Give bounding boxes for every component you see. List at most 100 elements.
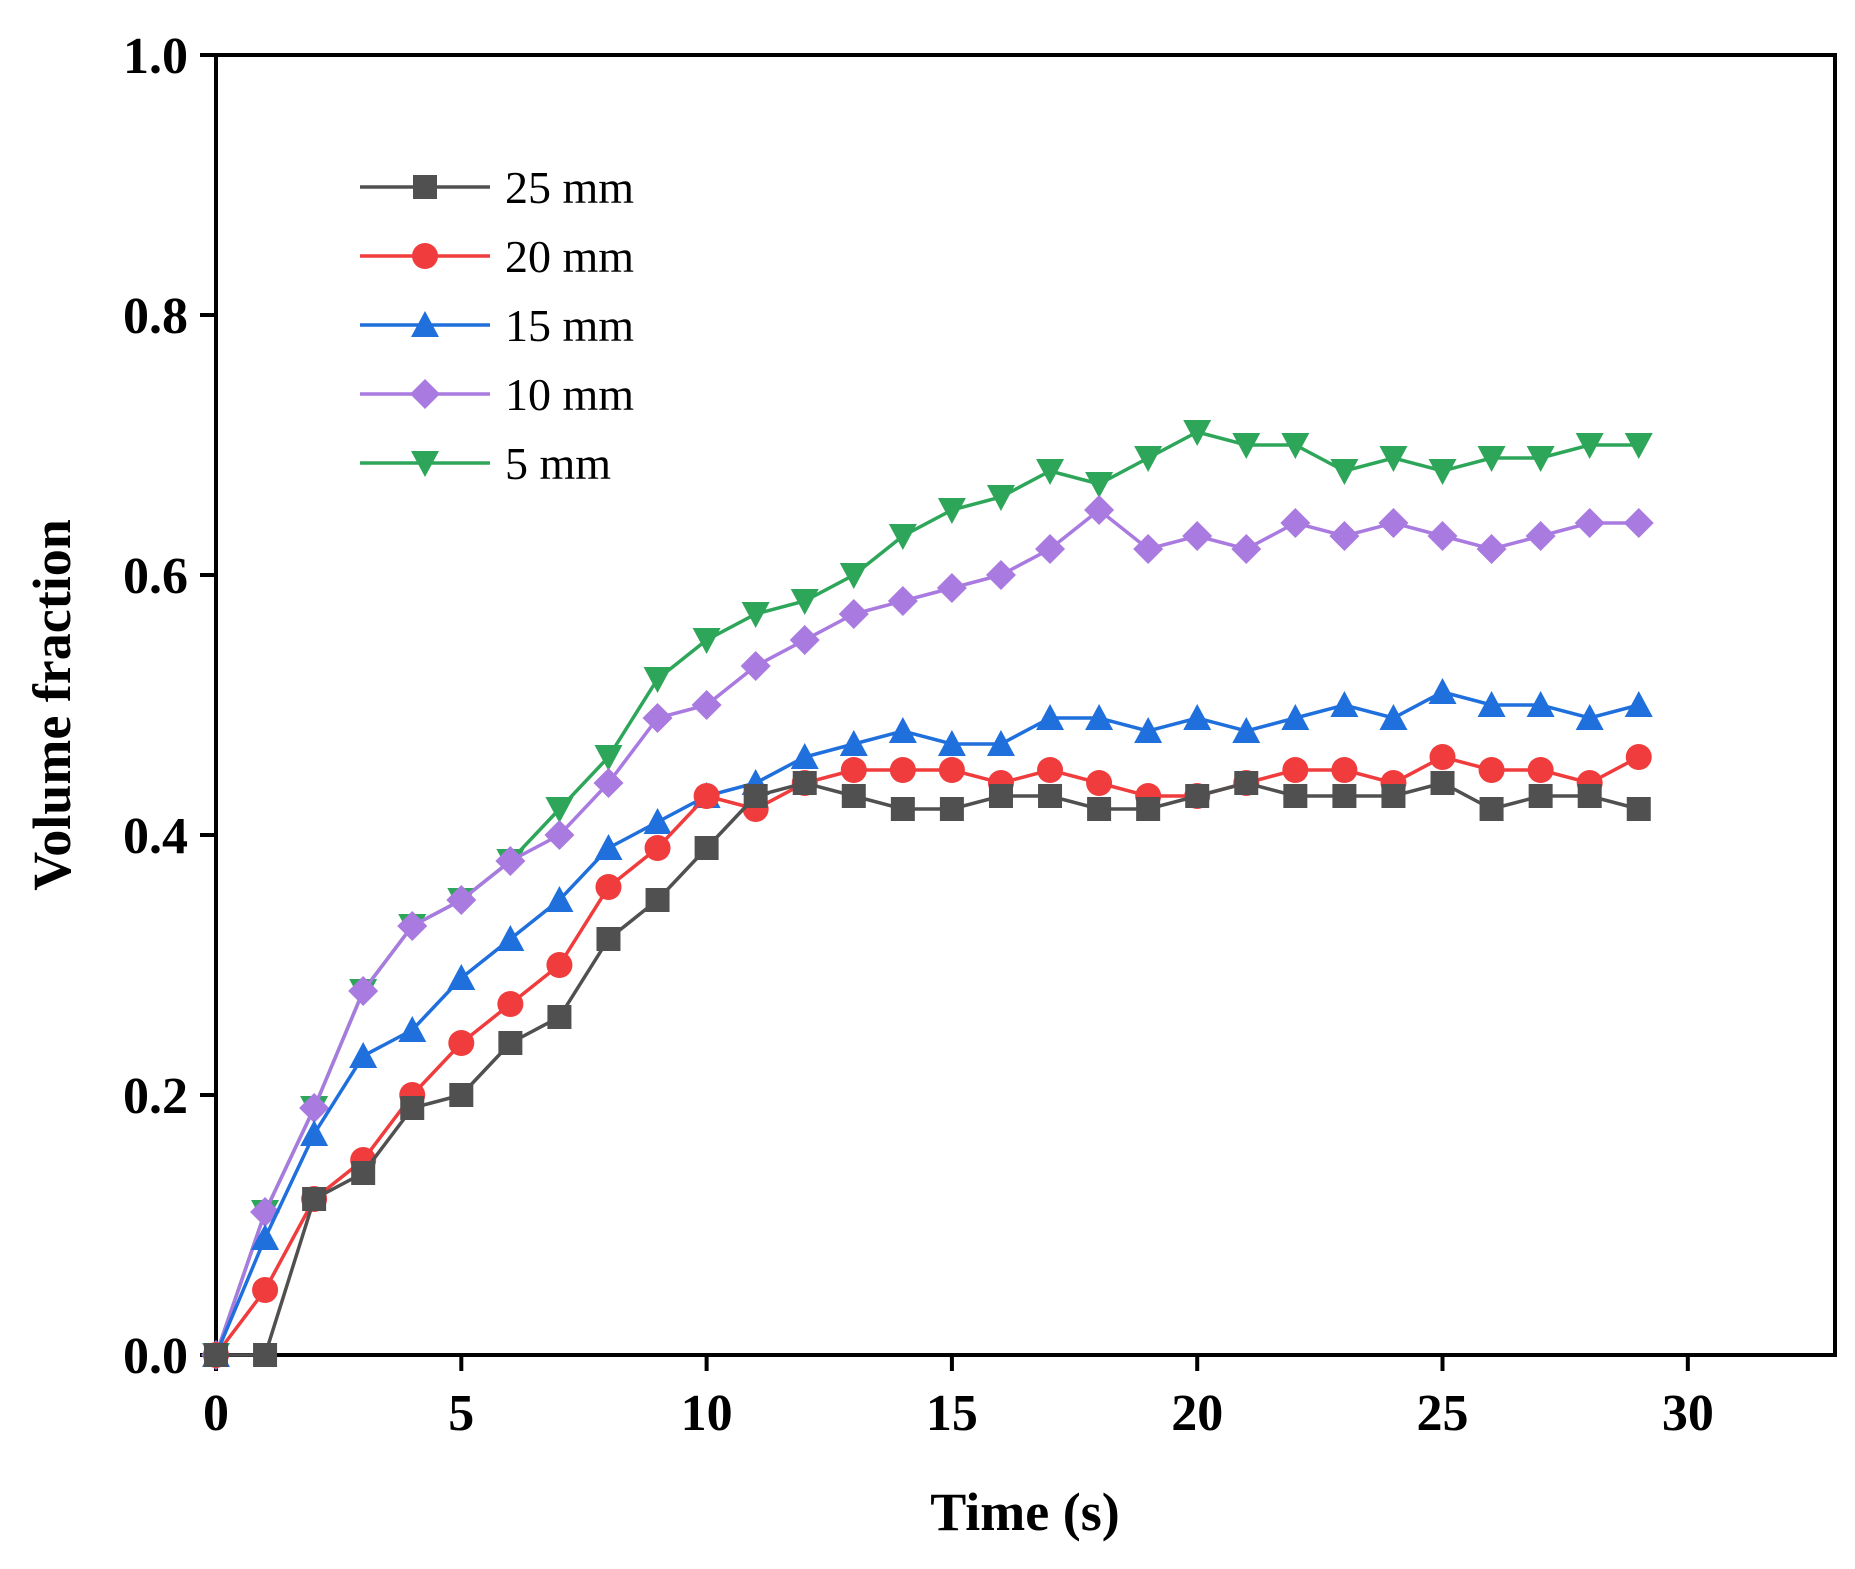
y-tick-label: 0.0 <box>123 1328 188 1385</box>
x-tick-label: 5 <box>448 1385 474 1442</box>
series-25-mm <box>204 771 1651 1367</box>
data-point-5-mm <box>937 498 966 524</box>
data-point-15-mm <box>594 834 623 860</box>
data-point-10-mm <box>1525 521 1556 551</box>
data-point-5-mm <box>1036 459 1065 485</box>
data-point-5-mm <box>790 589 819 615</box>
data-point-5-mm <box>594 745 623 771</box>
data-point-10-mm <box>544 820 575 850</box>
data-point-5-mm <box>986 485 1015 511</box>
ticks-layer: 0 5 10 15 20 25 30 0.0 0.2 0.4 0.6 0.8 1.0 <box>123 28 1714 1442</box>
data-point-5-mm <box>741 602 770 628</box>
legend-label-5-mm: 5 mm <box>505 438 611 489</box>
data-point-15-mm <box>1036 704 1065 730</box>
legend-label-15-mm: 15 mm <box>505 300 634 351</box>
data-point-10-mm <box>1574 508 1605 538</box>
data-point-25-mm <box>498 1031 523 1055</box>
data-point-25-mm <box>596 927 621 951</box>
data-point-5-mm <box>1281 433 1310 459</box>
data-point-15-mm <box>398 1016 427 1042</box>
data-point-15-mm <box>1477 691 1506 717</box>
data-point-20-mm <box>938 757 965 783</box>
data-point-10-mm <box>1378 508 1409 538</box>
x-tick-label: 30 <box>1662 1385 1714 1442</box>
series-10-mm <box>201 495 1654 1370</box>
data-point-10-mm <box>495 846 526 876</box>
data-point-15-mm <box>1330 691 1359 717</box>
data-point-20-mm <box>1037 757 1064 783</box>
data-point-15-mm <box>1428 678 1457 704</box>
data-point-25-mm <box>645 888 670 912</box>
data-point-10-mm <box>789 625 820 655</box>
data-point-20-mm <box>840 757 867 783</box>
data-point-5-mm <box>692 628 721 654</box>
series-line-25-mm <box>216 781 1640 1357</box>
data-point-5-mm <box>1526 446 1555 472</box>
data-point-25-mm <box>1430 771 1455 795</box>
series-layer <box>201 420 1654 1370</box>
legend-marker-5-mm <box>411 451 439 477</box>
data-point-10-mm <box>936 573 967 603</box>
data-point-10-mm <box>740 651 771 681</box>
data-point-5-mm <box>643 667 672 693</box>
data-point-15-mm <box>1134 717 1163 743</box>
data-point-15-mm <box>1379 704 1408 730</box>
data-point-25-mm <box>547 1005 572 1029</box>
data-point-5-mm <box>1477 446 1506 472</box>
data-point-15-mm <box>1575 704 1604 730</box>
x-tick-label: 10 <box>681 1385 733 1442</box>
legend-label-20-mm: 20 mm <box>505 231 634 282</box>
data-point-10-mm <box>348 976 379 1006</box>
data-point-5-mm <box>1575 433 1604 459</box>
data-point-25-mm <box>204 1343 228 1367</box>
data-point-25-mm <box>1528 784 1553 808</box>
data-point-15-mm <box>349 1042 378 1068</box>
series-line-10-mm <box>214 507 1639 1356</box>
data-point-10-mm <box>1280 508 1311 538</box>
data-point-10-mm <box>593 768 624 798</box>
data-point-10-mm <box>397 911 428 941</box>
data-point-5-mm <box>1379 446 1408 472</box>
data-point-25-mm <box>792 771 817 795</box>
data-point-10-mm <box>642 703 673 733</box>
data-point-15-mm <box>447 964 476 990</box>
data-point-20-mm <box>889 757 916 783</box>
data-point-15-mm <box>790 743 819 769</box>
data-point-5-mm <box>1134 446 1163 472</box>
y-tick-label: 1.0 <box>123 28 188 85</box>
x-tick-label: 25 <box>1417 1385 1469 1442</box>
data-point-5-mm <box>839 563 868 589</box>
data-point-25-mm <box>351 1161 376 1185</box>
data-point-20-mm <box>497 991 524 1017</box>
data-point-20-mm <box>252 1277 279 1303</box>
data-point-10-mm <box>985 560 1016 590</box>
data-point-20-mm <box>693 783 720 809</box>
legend-marker-20-mm <box>412 243 438 269</box>
data-point-10-mm <box>887 586 918 616</box>
data-point-20-mm <box>1478 757 1505 783</box>
data-point-25-mm <box>988 784 1013 808</box>
data-point-15-mm <box>545 886 574 912</box>
data-point-25-mm <box>1087 797 1112 821</box>
data-point-25-mm <box>694 836 719 860</box>
data-point-25-mm <box>1332 784 1357 808</box>
data-point-15-mm <box>1232 717 1261 743</box>
series-5-mm <box>202 420 1653 1369</box>
data-point-15-mm <box>1624 691 1653 717</box>
legend-marker-25-mm <box>413 175 437 199</box>
series-20-mm <box>203 744 1652 1368</box>
data-point-20-mm <box>1625 744 1652 770</box>
data-point-10-mm <box>1231 534 1262 564</box>
data-point-10-mm <box>1133 534 1164 564</box>
data-point-15-mm <box>1526 691 1555 717</box>
data-point-15-mm <box>839 730 868 756</box>
data-point-5-mm <box>888 524 917 550</box>
data-point-5-mm <box>1085 472 1114 498</box>
legend: 25 mm 20 mm 15 mm 10 mm 5 mm <box>360 162 634 489</box>
data-point-5-mm <box>545 797 574 823</box>
data-point-15-mm <box>888 717 917 743</box>
series-line-15-mm <box>214 690 1640 1356</box>
x-tick-label: 0 <box>203 1385 229 1442</box>
plot-frame <box>214 53 1837 1357</box>
series-15-mm <box>202 678 1653 1367</box>
